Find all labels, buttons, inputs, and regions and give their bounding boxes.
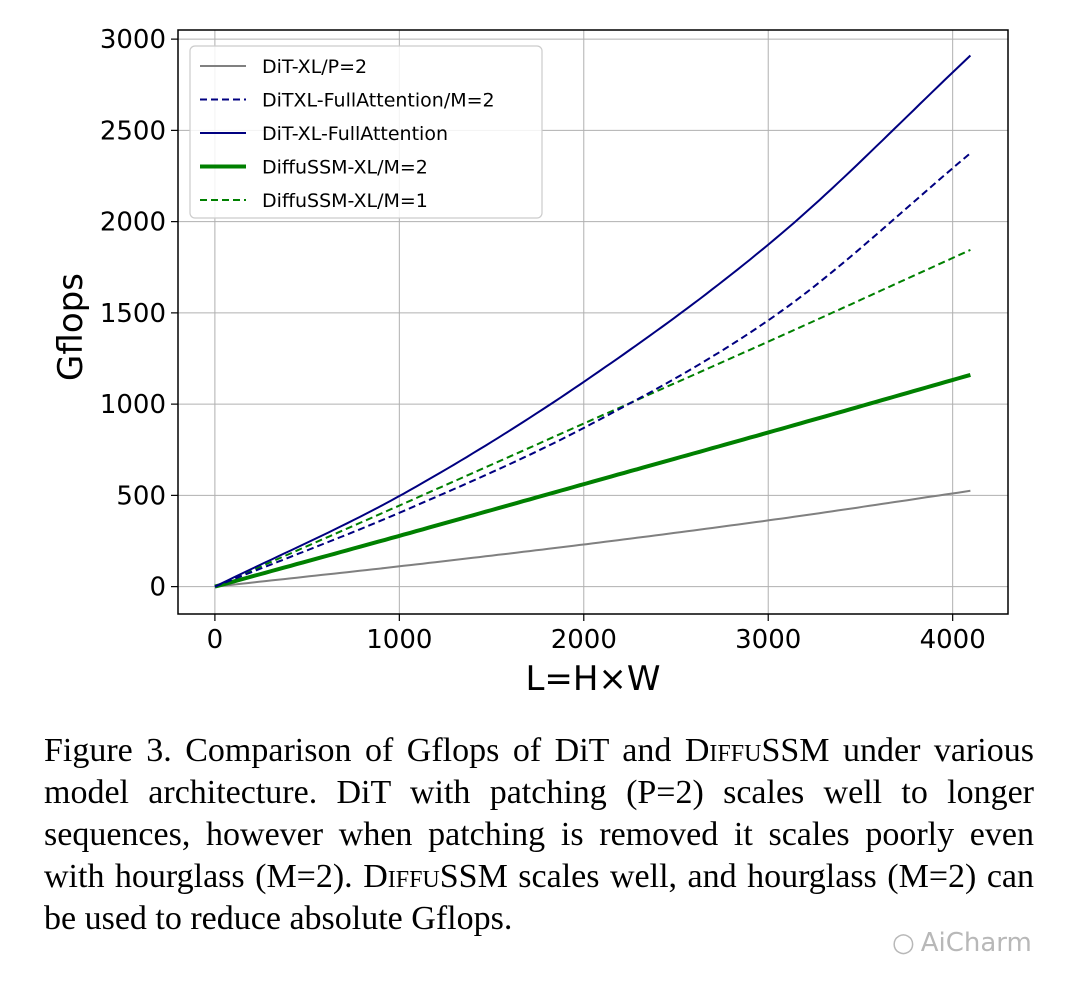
- x-tick-label: 1000: [366, 625, 432, 655]
- watermark-text: AiCharm: [920, 928, 1032, 958]
- legend-label: DiffuSSM-XL/M=2: [262, 157, 428, 179]
- x-axis-title: L=H×W: [525, 659, 660, 699]
- y-tick-label: 1500: [100, 299, 166, 329]
- series-line-DiffuSSM-XL/M=2: [214, 372, 971, 589]
- x-tick-label: 0: [207, 625, 224, 655]
- y-tick-label: 1000: [100, 390, 166, 420]
- y-tick-label: 2500: [100, 116, 166, 146]
- x-tick-label: 2000: [551, 625, 617, 655]
- y-tick-label: 3000: [100, 25, 166, 55]
- caption-model-name-1: DiffuSSM: [684, 732, 830, 769]
- series-line-DiffuSSM-XL/M=1: [214, 248, 971, 588]
- legend: DiT-XL/P=2 DiTXL-FullAttention/M=2 DiT-XL-…: [189, 45, 543, 219]
- y-axis-title: Gflops: [51, 273, 91, 381]
- chart: 0 1000 2000 3000 4000 0 500 1000 1500 2000 2500 300…: [51, 25, 1009, 699]
- y-tick-label: 0: [149, 573, 166, 603]
- legend-label: DiT-XL/P=2: [262, 56, 367, 78]
- caption-model-name-2: DiffuSSM: [363, 858, 508, 895]
- series-line-DiT-XL/P=2: [214, 489, 971, 588]
- y-tick-label: 500: [116, 481, 166, 511]
- y-tick-label: 2000: [100, 208, 166, 238]
- caption-text-2: under various model architecture. DiT wi…: [44, 732, 1034, 895]
- x-tick-label: 3000: [735, 625, 801, 655]
- series-line-DiT-XL-FullAttention: [214, 54, 972, 588]
- watermark: ○ AiCharm: [892, 928, 1032, 958]
- wechat-icon: ○: [892, 928, 915, 958]
- caption-text-3: scales well, and hourglass (M=2) can be …: [44, 858, 1034, 937]
- legend-box: [189, 45, 543, 219]
- series-layer: [214, 54, 972, 589]
- plot-frame: [177, 29, 1009, 615]
- caption-text-1: Figure 3. Comparison of Gflops of DiT an…: [44, 732, 685, 769]
- legend-label: DiT-XL-FullAttention: [262, 123, 448, 145]
- series-line-DiTXL-FullAttention/M=2: [214, 152, 972, 588]
- x-tick-label: 4000: [920, 625, 986, 655]
- figure-caption: Figure 3. Comparison of Gflops of DiT an…: [44, 730, 1034, 940]
- ticks: 0 1000 2000 3000 4000 0 500 1000 1500 2000 2500 300…: [100, 25, 986, 655]
- legend-label: DiffuSSM-XL/M=1: [262, 190, 428, 212]
- legend-label: DiTXL-FullAttention/M=2: [262, 90, 495, 112]
